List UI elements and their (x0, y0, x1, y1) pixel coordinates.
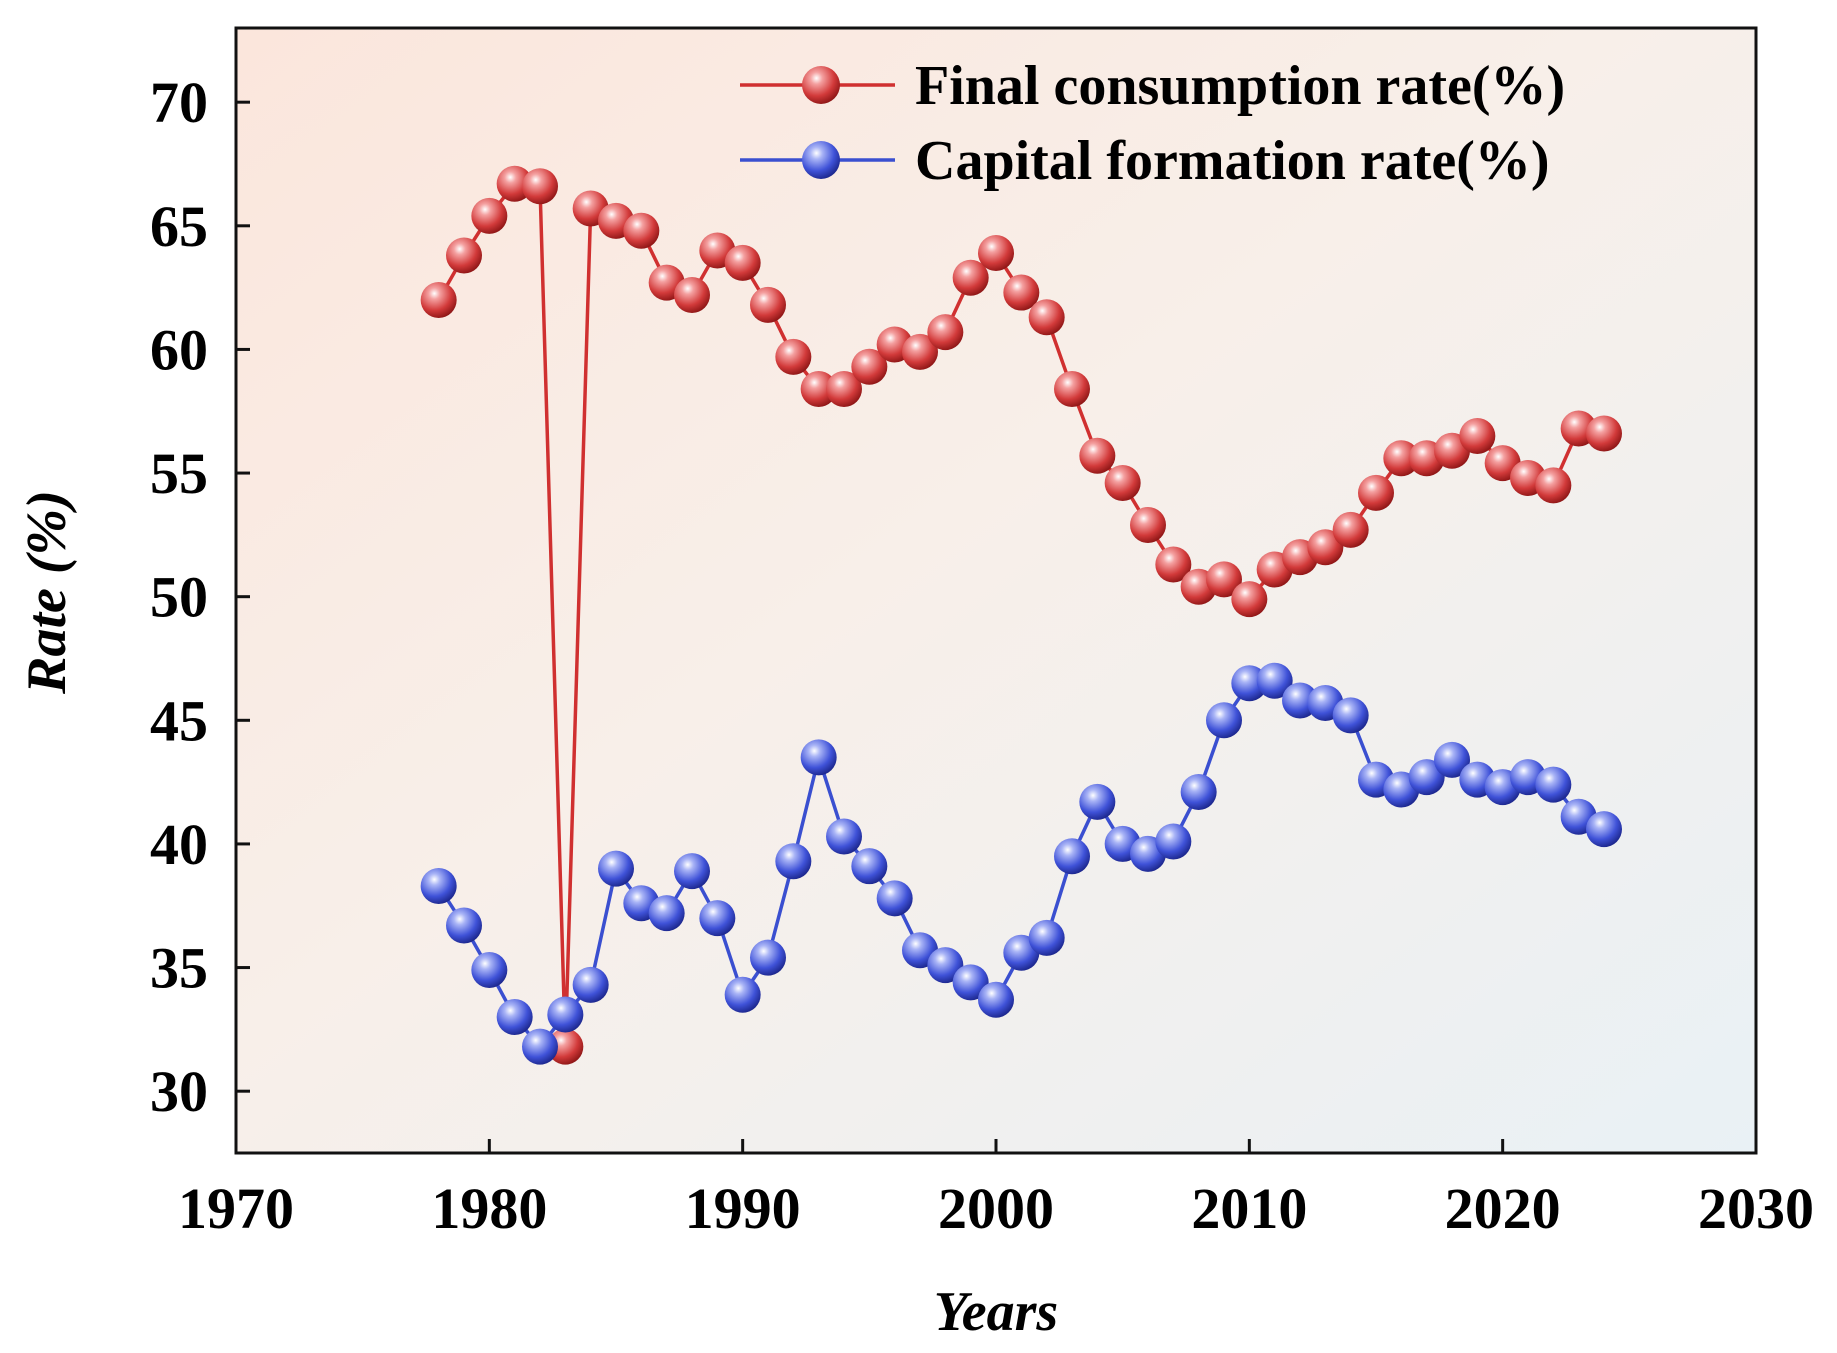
data-point-capital (952, 964, 989, 1001)
data-point-consumption (1332, 511, 1369, 548)
data-point-consumption (775, 338, 812, 375)
data-point-capital (471, 952, 508, 989)
data-point-consumption (978, 235, 1014, 271)
data-point-consumption (522, 168, 558, 205)
data-point-consumption (547, 1028, 584, 1065)
data-point-consumption (750, 286, 786, 323)
data-point-consumption (1307, 529, 1344, 566)
x-tick-label: 2000 (938, 1176, 1054, 1241)
x-tick-label: 2020 (1445, 1176, 1561, 1241)
data-point-capital (1180, 774, 1217, 811)
data-point-capital (420, 867, 457, 904)
data-point-capital (724, 976, 761, 1013)
data-point-consumption (927, 314, 964, 351)
y-tick-label: 60 (150, 317, 208, 382)
data-point-consumption (1155, 546, 1192, 583)
data-point-consumption (826, 370, 862, 407)
data-point-capital (1434, 741, 1470, 778)
data-point-capital (547, 996, 584, 1033)
data-point-consumption (1586, 415, 1622, 452)
legend-marker-capital (802, 141, 840, 179)
data-point-consumption (800, 370, 837, 407)
legend-marker-consumption (802, 66, 840, 104)
data-point-capital (927, 947, 964, 984)
data-point-capital (1206, 702, 1242, 739)
x-tick-label: 2030 (1698, 1176, 1814, 1241)
y-axis-title: Rate (%) (16, 490, 78, 695)
data-point-capital (1079, 783, 1116, 820)
data-point-capital (1408, 759, 1445, 796)
data-point-consumption (952, 259, 989, 296)
data-point-capital (1256, 662, 1293, 699)
data-point-consumption (623, 212, 660, 249)
data-point-capital (750, 939, 786, 976)
y-tick-label: 40 (150, 812, 208, 877)
data-point-capital (1586, 811, 1622, 848)
y-tick-label: 35 (150, 936, 208, 1001)
y-tick-label: 65 (150, 194, 208, 259)
legend-label-consumption: Final consumption rate(%) (915, 55, 1565, 117)
legend-label-capital: Capital formation rate(%) (915, 130, 1550, 192)
series-layer (420, 165, 1622, 1065)
data-point-consumption (471, 197, 508, 234)
data-point-capital (978, 981, 1014, 1018)
data-point-capital (699, 900, 736, 937)
data-point-capital (1155, 823, 1192, 860)
x-tick-label: 1980 (431, 1176, 547, 1241)
data-point-consumption (674, 277, 710, 314)
data-point-capital (775, 843, 812, 880)
data-point-consumption (1231, 581, 1268, 618)
data-point-consumption (1079, 437, 1116, 474)
data-point-consumption (1358, 474, 1394, 511)
x-axis-title: Years (934, 1281, 1058, 1343)
data-point-consumption (420, 281, 457, 318)
y-tick-label: 70 (150, 70, 208, 135)
data-point-capital (826, 818, 862, 855)
data-point-consumption (1054, 370, 1090, 407)
data-point-capital (1535, 766, 1572, 803)
data-point-consumption (851, 348, 888, 385)
data-point-capital (1332, 697, 1369, 734)
data-point-consumption (1206, 561, 1242, 598)
data-point-capital (446, 907, 482, 944)
y-tick-label: 45 (150, 688, 208, 753)
data-point-consumption (1535, 467, 1572, 504)
data-point-capital (674, 853, 710, 890)
data-point-capital (598, 850, 634, 887)
x-tick-label: 1990 (685, 1176, 801, 1241)
data-point-consumption (1383, 440, 1420, 477)
data-point-capital (522, 1028, 558, 1065)
data-point-consumption (1028, 299, 1065, 336)
x-tick-label: 1970 (178, 1176, 294, 1241)
y-tick-label: 55 (150, 441, 208, 506)
x-tick-label: 2010 (1191, 1176, 1307, 1241)
data-point-capital (496, 999, 533, 1036)
legend: Final consumption rate(%) Capital format… (740, 55, 1565, 192)
ticks-layer: 1970 1980 1990 2000 2010 2020 2030 30 35 40 45 50 55… (150, 70, 1814, 1241)
y-tick-label: 50 (150, 565, 208, 630)
data-point-consumption (1104, 464, 1141, 501)
data-point-consumption (1003, 274, 1040, 311)
data-point-consumption (1459, 417, 1496, 454)
data-point-consumption (1130, 506, 1166, 543)
data-point-capital (572, 966, 609, 1003)
data-point-capital (648, 895, 685, 932)
data-point-consumption (446, 237, 482, 274)
data-point-capital (1054, 838, 1090, 875)
data-point-capital (1028, 919, 1065, 956)
data-point-capital (800, 739, 837, 776)
data-point-capital (876, 880, 913, 917)
y-tick-label: 30 (150, 1059, 208, 1124)
data-point-consumption (902, 333, 938, 370)
data-point-consumption (724, 244, 761, 281)
data-point-capital (851, 848, 888, 885)
